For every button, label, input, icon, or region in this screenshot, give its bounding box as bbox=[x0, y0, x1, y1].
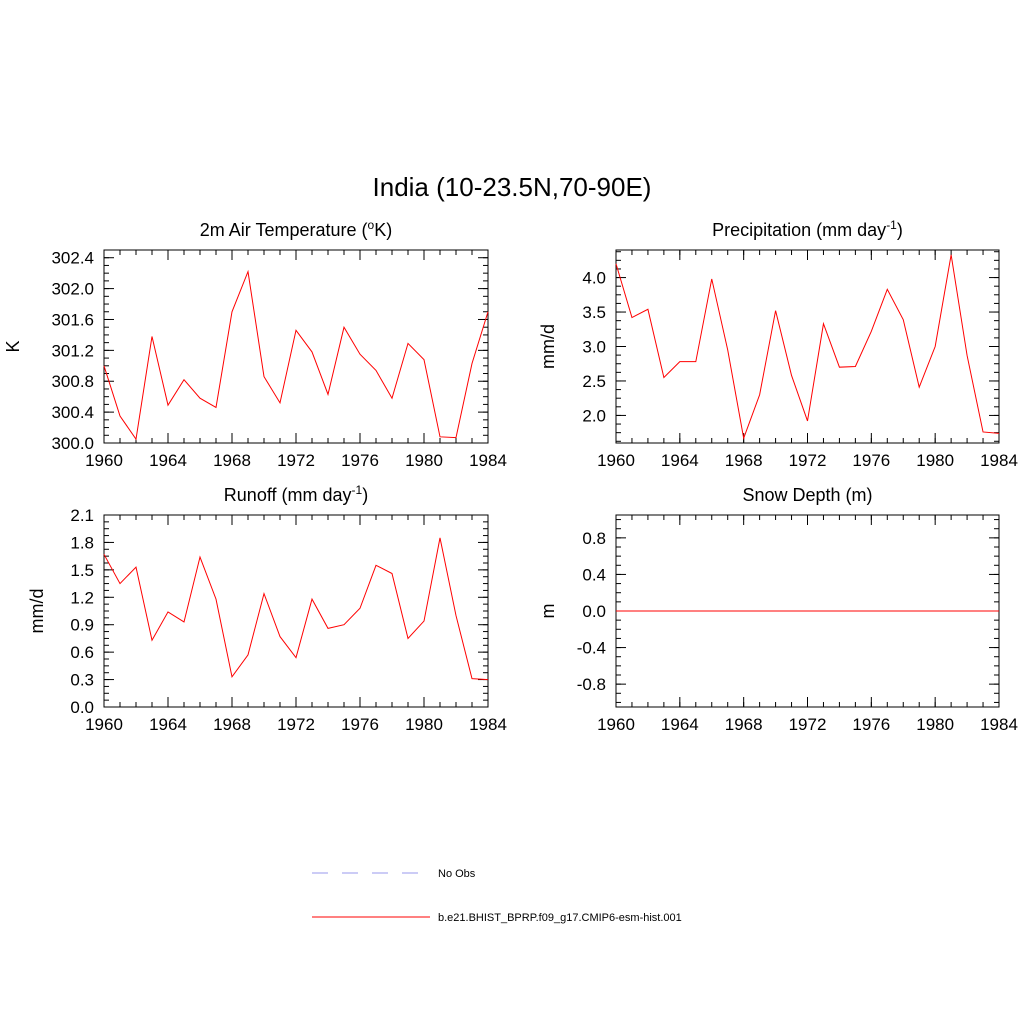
y-tick-label: 301.2 bbox=[51, 341, 94, 360]
x-tick-label: 1964 bbox=[661, 451, 699, 470]
y-axis-label: m bbox=[538, 604, 558, 619]
y-tick-label: 3.0 bbox=[582, 338, 606, 357]
x-tick-label: 1960 bbox=[597, 451, 635, 470]
x-tick-label: 1984 bbox=[469, 451, 507, 470]
x-tick-label: 1968 bbox=[725, 715, 763, 734]
y-tick-label: 1.5 bbox=[70, 561, 94, 580]
x-tick-label: 1960 bbox=[597, 715, 635, 734]
y-tick-label: 0.3 bbox=[70, 671, 94, 690]
x-tick-label: 1972 bbox=[789, 715, 827, 734]
x-tick-label: 1976 bbox=[852, 715, 890, 734]
series-line bbox=[103, 537, 489, 681]
legend-label-no-obs: No Obs bbox=[438, 868, 476, 880]
y-tick-label: 0.9 bbox=[70, 616, 94, 635]
y-tick-label: 3.5 bbox=[582, 303, 606, 322]
y-tick-label: 0.6 bbox=[70, 643, 94, 662]
y-tick-label: 0.0 bbox=[582, 602, 606, 621]
panel-title: Snow Depth (m) bbox=[742, 485, 872, 505]
panel-runoff: Runoff (mm day-1) 1960 1964 1968 1972 1976 198… bbox=[27, 483, 507, 734]
x-tick-label: 1964 bbox=[149, 715, 187, 734]
y-tick-label: 300.4 bbox=[51, 403, 94, 422]
y-tick-label: -0.8 bbox=[577, 675, 606, 694]
plot-frame bbox=[615, 249, 1000, 444]
y-tick-label: 0.4 bbox=[582, 565, 606, 584]
x-tick-label: 1980 bbox=[405, 715, 443, 734]
y-tick-label: 1.2 bbox=[70, 588, 94, 607]
series-line bbox=[615, 254, 1000, 441]
plot-frame bbox=[103, 249, 489, 444]
main-title: India (10-23.5N,70-90E) bbox=[373, 172, 652, 202]
x-tick-label: 1964 bbox=[661, 715, 699, 734]
legend-label-model: b.e21.BHIST_BPRP.f09_g17.CMIP6-esm-hist.… bbox=[438, 912, 682, 924]
y-axis-label: K bbox=[3, 340, 23, 352]
panel-title: Runoff (mm day-1) bbox=[224, 483, 368, 505]
y-tick-label: 300.0 bbox=[51, 434, 94, 453]
x-tick-label: 1968 bbox=[213, 715, 251, 734]
legend: No Obs b.e21.BHIST_BPRP.f09_g17.CMIP6-es… bbox=[312, 868, 682, 924]
panel-air-temperature: 2m Air Temperature (oK) 1960 1964 1968 1972 1… bbox=[3, 218, 507, 470]
y-tick-label: 2.1 bbox=[70, 506, 94, 525]
x-tick-label: 1968 bbox=[213, 451, 251, 470]
x-tick-label: 1968 bbox=[725, 451, 763, 470]
y-tick-label: -0.4 bbox=[577, 639, 606, 658]
panel-title: 2m Air Temperature (oK) bbox=[200, 218, 392, 240]
y-tick-label: 302.0 bbox=[51, 280, 94, 299]
y-tick-label: 1.8 bbox=[70, 533, 94, 552]
panel-precipitation: Precipitation (mm day-1) 1960 1964 1968 1972… bbox=[538, 218, 1018, 470]
y-tick-label: 301.6 bbox=[51, 310, 94, 329]
y-tick-label: 2.0 bbox=[582, 406, 606, 425]
x-tick-label: 1984 bbox=[980, 451, 1018, 470]
y-axis-label: mm/d bbox=[538, 324, 558, 369]
panel-title: Precipitation (mm day-1) bbox=[712, 218, 903, 240]
x-tick-label: 1984 bbox=[980, 715, 1018, 734]
x-tick-label: 1976 bbox=[341, 715, 379, 734]
x-tick-label: 1984 bbox=[469, 715, 507, 734]
x-tick-label: 1960 bbox=[85, 715, 123, 734]
x-tick-label: 1972 bbox=[277, 451, 315, 470]
y-tick-label: 0.0 bbox=[70, 698, 94, 717]
x-tick-label: 1976 bbox=[852, 451, 890, 470]
series-line bbox=[103, 269, 489, 441]
y-tick-label: 302.4 bbox=[51, 249, 94, 268]
x-tick-label: 1976 bbox=[341, 451, 379, 470]
x-tick-label: 1972 bbox=[789, 451, 827, 470]
x-tick-label: 1980 bbox=[405, 451, 443, 470]
y-axis-label: mm/d bbox=[27, 589, 47, 634]
y-tick-label: 4.0 bbox=[582, 269, 606, 288]
x-tick-label: 1980 bbox=[916, 715, 954, 734]
x-tick-label: 1972 bbox=[277, 715, 315, 734]
plot-frame bbox=[103, 514, 489, 708]
y-tick-label: 300.8 bbox=[51, 372, 94, 391]
x-tick-label: 1960 bbox=[85, 451, 123, 470]
panel-snow-depth: Snow Depth (m) 1960 1964 1968 1972 1976 1980 19… bbox=[538, 485, 1018, 734]
y-tick-label: 2.5 bbox=[582, 372, 606, 391]
y-tick-label: 0.8 bbox=[582, 529, 606, 548]
x-tick-label: 1980 bbox=[916, 451, 954, 470]
x-tick-label: 1964 bbox=[149, 451, 187, 470]
